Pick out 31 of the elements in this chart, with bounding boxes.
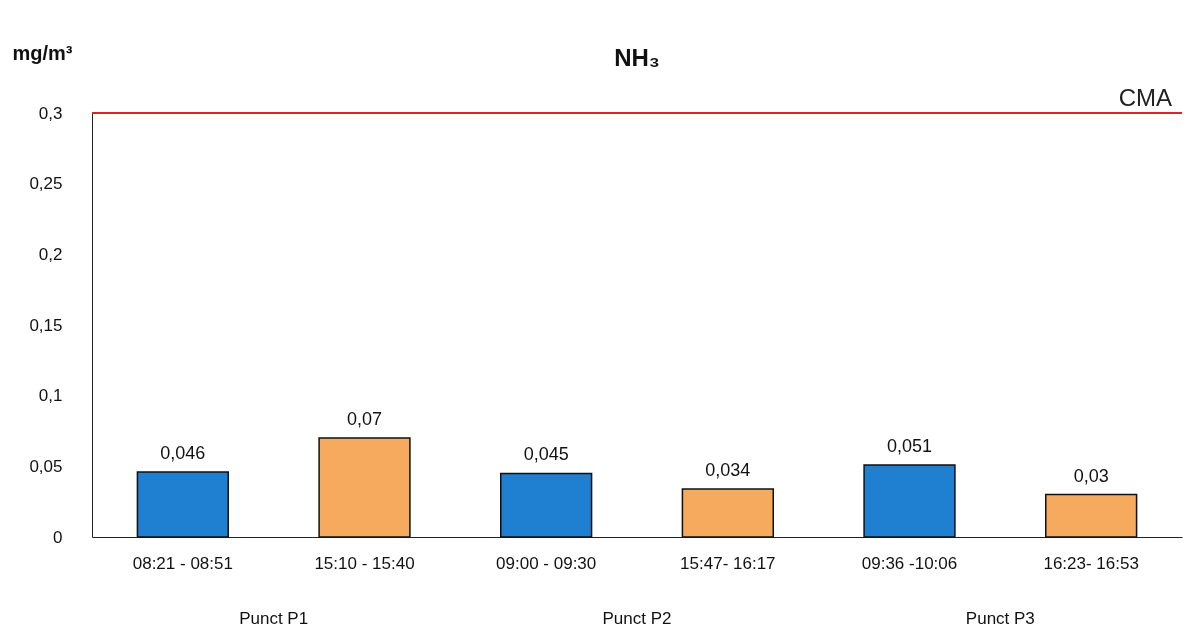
x-tick-label: 09:36 -10:06 (861, 553, 958, 573)
y-tick-label: 0,3 (38, 103, 63, 123)
y-tick-label: 0,05 (29, 456, 63, 476)
y-axis-title: mg/m³ (12, 41, 73, 64)
y-tick-label: 0,25 (29, 174, 63, 194)
y-tick-label: 0 (53, 527, 63, 547)
text: Punct P2 (602, 609, 672, 628)
bar (681, 488, 774, 538)
y-tick-label: 0,2 (38, 244, 63, 264)
x-tick-label: 09:00 - 09:30 (496, 553, 597, 573)
chart-title: NH₃ (614, 44, 660, 71)
data-label: 0,045 (523, 444, 569, 465)
x-tick-label: 16:23- 16:53 (1043, 553, 1139, 573)
data-label: 0,046 (160, 442, 206, 463)
bar (136, 471, 229, 538)
y-tick-label: 0,1 (38, 386, 63, 406)
bar (318, 437, 411, 538)
y-tick-label: 0,15 (29, 315, 63, 335)
bar (500, 472, 593, 538)
data-label: 0,07 (346, 409, 383, 430)
text: Punct P1 (239, 609, 309, 628)
x-tick-label: 08:21 - 08:51 (132, 553, 233, 573)
text: Punct P3 (965, 609, 1035, 628)
data-label: 0,03 (1073, 465, 1109, 486)
data-label: 0,034 (705, 459, 751, 480)
ref-line-label: CMA (1118, 84, 1172, 111)
bar (1045, 493, 1138, 538)
bar (863, 464, 956, 538)
x-tick-label: 15:47- 16:17 (680, 553, 776, 573)
x-tick-label: 15:10 - 15:40 (314, 553, 415, 573)
data-label: 0,051 (886, 435, 933, 456)
